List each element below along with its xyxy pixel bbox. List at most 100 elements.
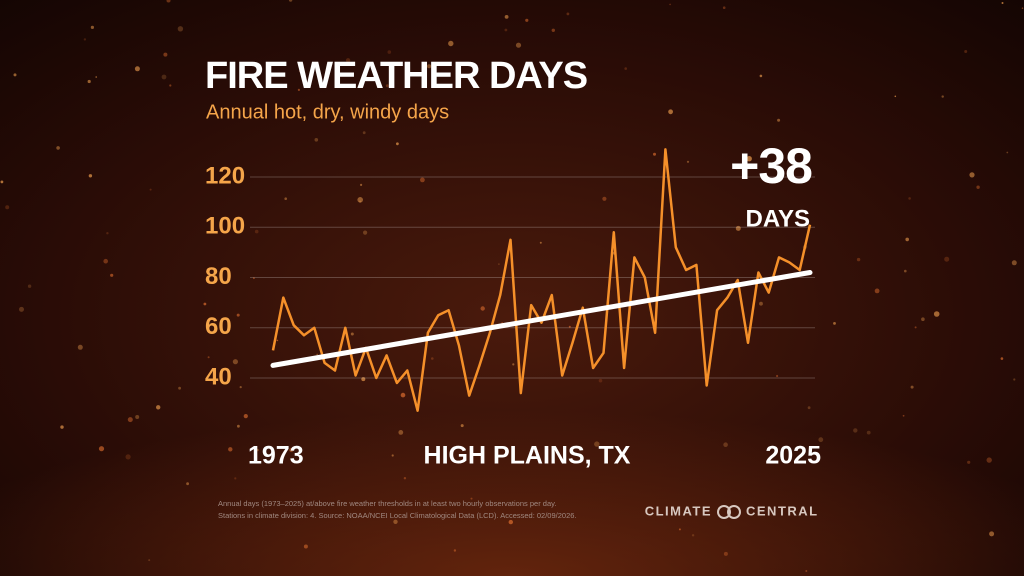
ember xyxy=(391,454,394,457)
ember xyxy=(776,374,779,378)
ember xyxy=(976,185,980,189)
ember xyxy=(905,237,909,242)
ember xyxy=(83,38,87,41)
ember xyxy=(807,406,811,410)
logo-text: CENTRAL xyxy=(746,503,819,518)
ember xyxy=(722,6,726,9)
ember xyxy=(403,477,407,480)
location-label: HIGH PLAINS, TX xyxy=(424,442,631,470)
ember xyxy=(228,447,233,452)
ember xyxy=(969,172,975,178)
ember xyxy=(87,79,91,84)
ember xyxy=(902,414,905,417)
ember xyxy=(169,84,172,87)
ember xyxy=(178,386,182,390)
ember xyxy=(568,325,571,328)
y-tick-label: 100 xyxy=(205,213,245,240)
y-tick-label: 60 xyxy=(205,313,232,340)
ember xyxy=(723,442,728,448)
ember xyxy=(163,52,168,57)
ember xyxy=(149,188,152,191)
ember xyxy=(350,332,354,336)
ember xyxy=(314,138,319,142)
ember xyxy=(735,225,741,231)
ember xyxy=(508,519,513,525)
ember xyxy=(203,302,207,306)
ember xyxy=(60,425,64,429)
ember xyxy=(357,197,364,203)
ember xyxy=(933,311,940,317)
ember xyxy=(856,257,861,262)
ember xyxy=(135,415,140,419)
ember xyxy=(316,353,319,356)
logo-text: CLIMATE xyxy=(645,503,712,518)
ember xyxy=(90,25,94,29)
ember xyxy=(166,0,171,3)
ember xyxy=(387,50,392,54)
ember xyxy=(515,42,522,48)
ember xyxy=(453,549,457,552)
ember xyxy=(362,131,366,135)
ember xyxy=(361,377,366,382)
ember xyxy=(88,174,93,178)
ember xyxy=(539,241,542,244)
ember xyxy=(833,322,836,325)
y-tick-label: 40 xyxy=(205,363,232,390)
ember xyxy=(874,288,880,294)
ember xyxy=(103,258,108,264)
ember xyxy=(551,28,555,32)
change-unit: DAYS xyxy=(746,205,810,232)
ember xyxy=(256,448,259,452)
ember xyxy=(894,95,897,98)
ember xyxy=(303,544,308,549)
ember xyxy=(921,317,925,322)
ember xyxy=(1021,7,1024,9)
ember xyxy=(653,152,656,156)
ember xyxy=(243,414,248,419)
ember xyxy=(234,477,237,480)
y-tick-label: 80 xyxy=(205,263,232,290)
ember xyxy=(669,3,671,6)
ember xyxy=(254,229,259,234)
ember xyxy=(106,232,109,235)
ember xyxy=(400,392,406,398)
chart-subtitle: Annual hot, dry, windy days xyxy=(206,101,449,123)
ember xyxy=(989,531,995,537)
ember xyxy=(777,118,781,122)
ember xyxy=(594,441,600,447)
ember xyxy=(297,88,300,91)
ember xyxy=(360,183,363,186)
ember xyxy=(460,424,464,428)
ember xyxy=(186,482,190,486)
data-line xyxy=(271,148,812,412)
ember xyxy=(207,356,210,359)
ember xyxy=(1006,151,1009,154)
y-tick-label: 120 xyxy=(205,162,245,189)
ember xyxy=(98,446,105,452)
ember xyxy=(13,73,17,77)
footnote: Annual days (1973–2025) at/above fire we… xyxy=(218,499,556,508)
ember xyxy=(420,177,425,183)
ember xyxy=(941,95,944,98)
ember xyxy=(393,519,398,524)
ember xyxy=(624,67,627,70)
ember xyxy=(504,28,508,32)
ember xyxy=(284,197,288,200)
ember xyxy=(964,50,968,53)
ember xyxy=(498,263,500,265)
ember xyxy=(723,551,728,556)
ember xyxy=(448,40,454,47)
ember xyxy=(427,64,432,69)
background-glow xyxy=(0,300,1024,576)
ember xyxy=(853,428,858,433)
ember xyxy=(289,447,294,453)
ember xyxy=(156,405,161,410)
ember xyxy=(56,146,60,150)
x-tick-label: 2025 xyxy=(765,442,821,470)
ember xyxy=(288,0,293,2)
ember xyxy=(908,197,911,200)
ember xyxy=(504,15,509,19)
